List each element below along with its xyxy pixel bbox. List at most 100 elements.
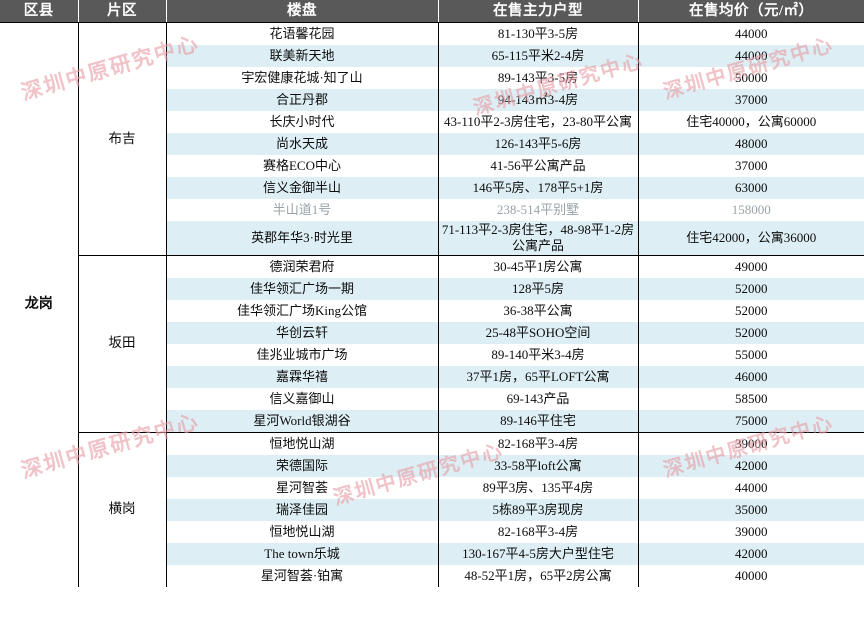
district-cell: 龙岗 bbox=[0, 22, 79, 587]
average-price-cell: 40000 bbox=[638, 564, 864, 587]
table-row: 瑞泽佳园 5栋89平3房现房 35000 bbox=[0, 498, 864, 521]
average-price-cell: 58500 bbox=[638, 387, 864, 410]
table-header: 区县 片区 楼盘 在售主力户型 在售均价（元/㎡） bbox=[0, 0, 864, 23]
project-name-cell: 联美新天地 bbox=[166, 45, 439, 67]
table-row: 佳华领汇广场King公馆 36-38平公寓 52000 bbox=[0, 299, 864, 322]
average-price-cell: 50000 bbox=[638, 67, 864, 89]
table-row: The town乐城 130-167平4-5房大户型住宅 42000 bbox=[0, 542, 864, 565]
table-body: 龙岗 布吉 花语馨花园 81-130平3-5房 44000 联美新天地 65-115平米2-… bbox=[0, 22, 864, 587]
table-row: 长庆小时代 43-110平2-3房住宅，23-80平公寓 住宅40000，公寓600… bbox=[0, 111, 864, 133]
table-row: 信义嘉御山 69-143产品 58500 bbox=[0, 387, 864, 410]
average-price-cell: 44000 bbox=[638, 22, 864, 45]
average-price-cell: 75000 bbox=[638, 409, 864, 433]
unit-layout-cell: 43-110平2-3房住宅，23-80平公寓 bbox=[438, 111, 639, 133]
table-header-row: 区县 片区 楼盘 在售主力户型 在售均价（元/㎡） bbox=[0, 0, 864, 23]
table-row: 嘉霖华禧 37平1房，65平LOFT公寓 46000 bbox=[0, 365, 864, 388]
project-name-cell: 嘉霖华禧 bbox=[166, 365, 439, 388]
table-row: 佳兆业城市广场 89-140平米3-4房 55000 bbox=[0, 343, 864, 366]
project-name-cell: 宇宏健康花城·知了山 bbox=[166, 67, 439, 89]
table-row: 华创云轩 25-48平SOHO空间 52000 bbox=[0, 321, 864, 344]
average-price-cell: 42000 bbox=[638, 454, 864, 477]
average-price-cell: 52000 bbox=[638, 299, 864, 322]
average-price-cell: 42000 bbox=[638, 542, 864, 565]
project-name-cell: 佳华领汇广场King公馆 bbox=[166, 299, 439, 322]
average-price-cell: 39000 bbox=[638, 432, 864, 455]
column-header-price: 在售均价（元/㎡） bbox=[638, 0, 864, 23]
project-name-cell: 信义金御半山 bbox=[166, 177, 439, 199]
project-name-cell: 佳兆业城市广场 bbox=[166, 343, 439, 366]
unit-layout-cell: 69-143产品 bbox=[438, 387, 639, 410]
table-row: 坂田 德润荣君府 30-45平1房公寓 49000 bbox=[0, 255, 864, 433]
unit-layout-cell: 37平1房，65平LOFT公寓 bbox=[438, 365, 639, 388]
unit-layout-cell: 81-130平3-5房 bbox=[438, 22, 639, 45]
project-name-cell: 华创云轩 bbox=[166, 321, 439, 344]
project-name-cell: 尚水天成 bbox=[166, 133, 439, 155]
table-row: 星河World银湖谷 89-146平住宅 75000 bbox=[0, 409, 864, 433]
table-row: 英郡年华3·时光里 71-113平2-3房住宅，48-98平1-2房公寓产品 住宅4… bbox=[0, 221, 864, 256]
average-price-cell: 住宅40000，公寓60000 bbox=[638, 111, 864, 133]
unit-layout-cell: 48-52平1房，65平2房公寓 bbox=[438, 564, 639, 587]
project-name-cell: 半山道1号 bbox=[166, 199, 439, 221]
unit-layout-cell: 130-167平4-5房大户型住宅 bbox=[438, 542, 639, 565]
table-row: 荣德国际 33-58平loft公寓 42000 bbox=[0, 454, 864, 477]
table-row: 佳华领汇广场一期 128平5房 52000 bbox=[0, 277, 864, 300]
unit-layout-cell: 41-56平公寓产品 bbox=[438, 155, 639, 177]
average-price-cell: 49000 bbox=[638, 255, 864, 278]
table-row: 联美新天地 65-115平米2-4房 44000 bbox=[0, 45, 864, 67]
unit-layout-cell: 89平3房、135平4房 bbox=[438, 476, 639, 499]
area-cell-1: 坂田 bbox=[78, 255, 167, 433]
project-name-cell: 信义嘉御山 bbox=[166, 387, 439, 410]
project-name-cell: 星河智荟 bbox=[166, 476, 439, 499]
unit-layout-cell: 128平5房 bbox=[438, 277, 639, 300]
unit-layout-cell: 82-168平3-4房 bbox=[438, 432, 639, 455]
table-row: 半山道1号 238-514平别墅 158000 bbox=[0, 199, 864, 221]
project-name-cell: 荣德国际 bbox=[166, 454, 439, 477]
table-row: 宇宏健康花城·知了山 89-143平3-5房 50000 bbox=[0, 67, 864, 89]
column-header-project: 楼盘 bbox=[166, 0, 439, 23]
table-row: 赛格ECO中心 41-56平公寓产品 37000 bbox=[0, 155, 864, 177]
unit-layout-cell: 89-143平3-5房 bbox=[438, 67, 639, 89]
table-row: 龙岗 布吉 花语馨花园 81-130平3-5房 44000 bbox=[0, 22, 864, 587]
average-price-cell: 44000 bbox=[638, 45, 864, 67]
unit-layout-cell: 89-146平住宅 bbox=[438, 409, 639, 433]
table-row: 尚水天成 126-143平5-6房 48000 bbox=[0, 133, 864, 155]
unit-layout-cell: 126-143平5-6房 bbox=[438, 133, 639, 155]
average-price-cell: 158000 bbox=[638, 199, 864, 221]
table-row: 合正丹郡 94-143㎡3-4房 37000 bbox=[0, 89, 864, 111]
table-row: 信义金御半山 146平5房、178平5+1房 63000 bbox=[0, 177, 864, 199]
unit-layout-cell: 5栋89平3房现房 bbox=[438, 498, 639, 521]
table-row: 恒地悦山湖 82-168平3-4房 39000 bbox=[0, 520, 864, 543]
unit-layout-cell: 71-113平2-3房住宅，48-98平1-2房公寓产品 bbox=[438, 221, 639, 256]
table-row: 星河智荟·铂寓 48-52平1房，65平2房公寓 40000 bbox=[0, 564, 864, 587]
project-name-cell: 星河智荟·铂寓 bbox=[166, 564, 439, 587]
column-header-area: 片区 bbox=[78, 0, 167, 23]
average-price-cell: 55000 bbox=[638, 343, 864, 366]
project-name-cell: 花语馨花园 bbox=[166, 22, 439, 45]
unit-layout-cell: 65-115平米2-4房 bbox=[438, 45, 639, 67]
average-price-cell: 63000 bbox=[638, 177, 864, 199]
average-price-cell: 35000 bbox=[638, 498, 864, 521]
project-name-cell: 赛格ECO中心 bbox=[166, 155, 439, 177]
project-name-cell: 恒地悦山湖 bbox=[166, 432, 439, 455]
average-price-cell: 住宅42000，公寓36000 bbox=[638, 221, 864, 256]
area-cell-0: 布吉 bbox=[78, 22, 167, 256]
unit-layout-cell: 82-168平3-4房 bbox=[438, 520, 639, 543]
project-name-cell: 长庆小时代 bbox=[166, 111, 439, 133]
unit-layout-cell: 146平5房、178平5+1房 bbox=[438, 177, 639, 199]
project-name-cell: 英郡年华3·时光里 bbox=[166, 221, 439, 256]
average-price-cell: 37000 bbox=[638, 155, 864, 177]
unit-layout-cell: 36-38平公寓 bbox=[438, 299, 639, 322]
project-name-cell: 瑞泽佳园 bbox=[166, 498, 439, 521]
project-name-cell: 合正丹郡 bbox=[166, 89, 439, 111]
column-header-layout: 在售主力户型 bbox=[438, 0, 639, 23]
project-name-cell: 恒地悦山湖 bbox=[166, 520, 439, 543]
average-price-cell: 52000 bbox=[638, 321, 864, 344]
average-price-cell: 37000 bbox=[638, 89, 864, 111]
table-row: 星河智荟 89平3房、135平4房 44000 bbox=[0, 476, 864, 499]
project-name-cell: 星河World银湖谷 bbox=[166, 409, 439, 433]
unit-layout-cell: 25-48平SOHO空间 bbox=[438, 321, 639, 344]
project-name-cell: 佳华领汇广场一期 bbox=[166, 277, 439, 300]
unit-layout-cell: 94-143㎡3-4房 bbox=[438, 89, 639, 111]
project-name-cell: The town乐城 bbox=[166, 542, 439, 565]
